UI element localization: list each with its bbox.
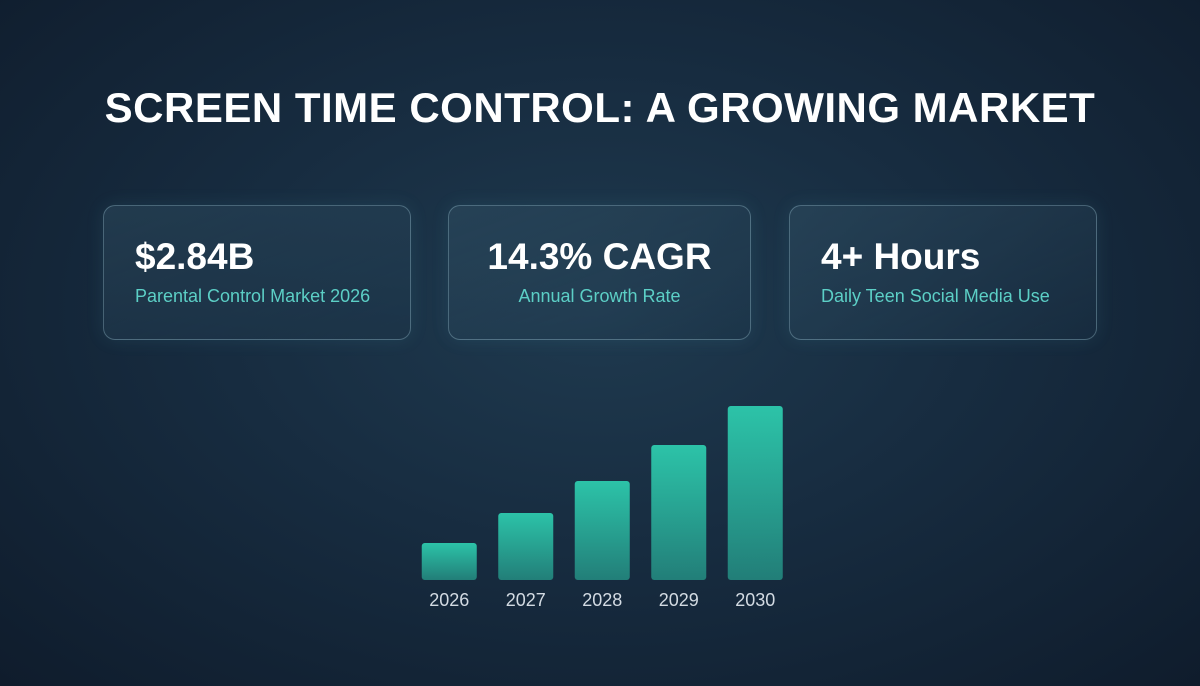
stat-value: $2.84B [135, 236, 255, 277]
bar [421, 543, 477, 580]
x-tick-label: 2029 [659, 590, 699, 610]
x-tick-label: 2027 [506, 590, 546, 610]
stat-card: $2.84B Parental Control Market 2026 [103, 205, 411, 340]
stat-card: 14.3% CAGR Annual Growth Rate [448, 205, 751, 340]
stat-label: Daily Teen Social Media Use [821, 286, 1050, 306]
stat-label: Parental Control Market 2026 [135, 286, 371, 306]
title: SCREEN TIME CONTROL: A GROWING MARKET [104, 84, 1096, 131]
bar [498, 513, 554, 580]
bar [727, 406, 783, 580]
x-tick-label: 2030 [735, 590, 775, 610]
x-tick-label: 2028 [582, 590, 622, 610]
bar [651, 445, 707, 580]
x-tick-label: 2026 [429, 590, 469, 610]
stat-value: 4+ Hours [821, 236, 981, 277]
stat-label: Annual Growth Rate [518, 286, 681, 306]
stat-card: 4+ Hours Daily Teen Social Media Use [789, 205, 1097, 340]
bar [574, 481, 630, 580]
stat-value: 14.3% CAGR [487, 236, 712, 277]
